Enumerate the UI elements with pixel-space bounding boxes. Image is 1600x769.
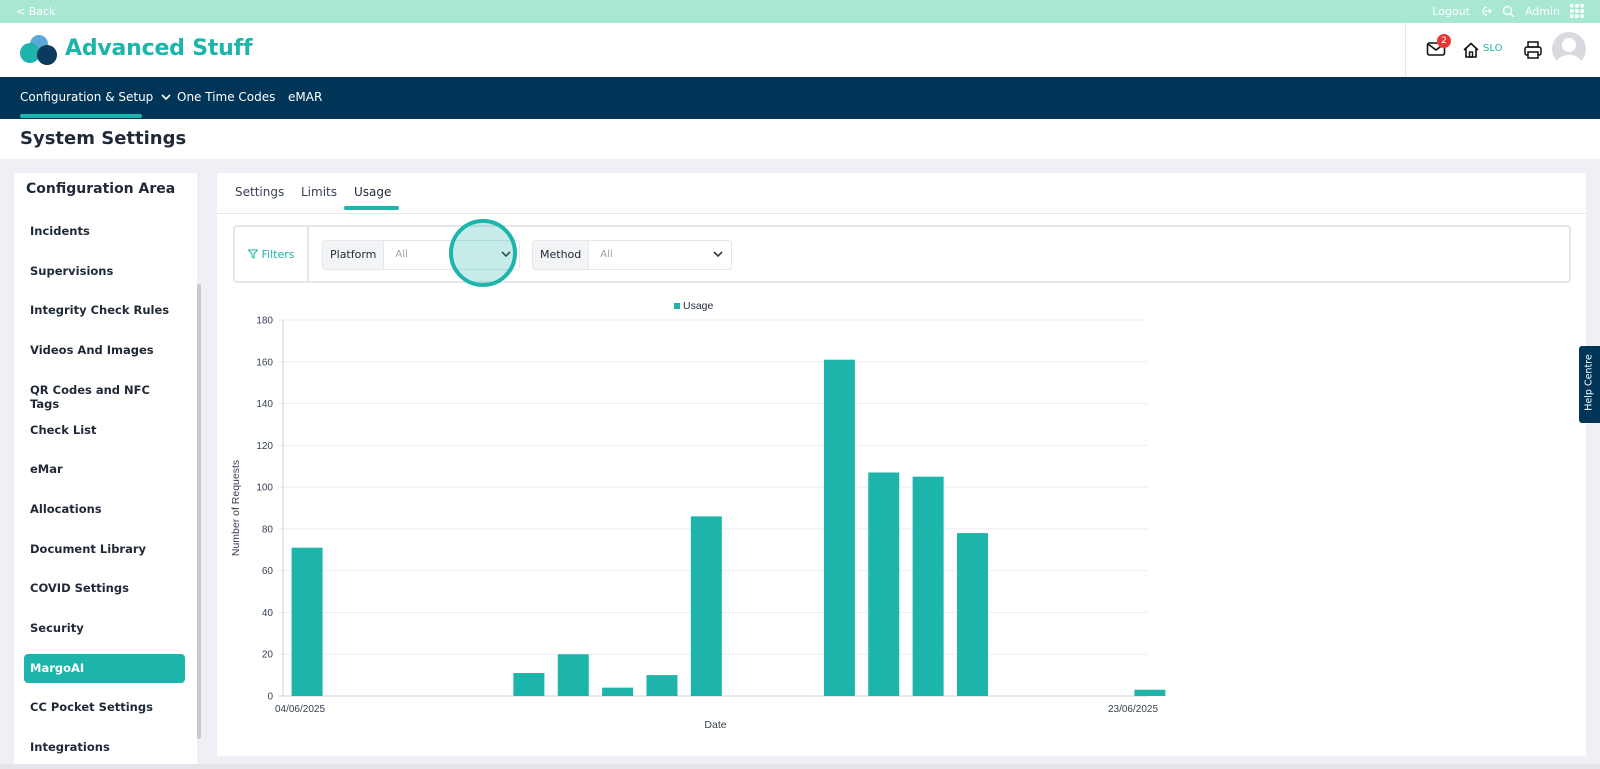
nav-emar[interactable]: eMAR [288, 90, 323, 104]
sidebar-item-document-library[interactable]: Document Library [30, 541, 147, 556]
bar [823, 359, 855, 696]
filters-bar: Filters Platform All Method All [233, 225, 1571, 283]
configuration-sidebar: Configuration Area Incidents Supervisions… [14, 173, 197, 769]
y-tick-label: 100 [256, 483, 273, 494]
y-tick-label: 60 [262, 566, 274, 577]
bar [646, 675, 678, 696]
bar [1134, 689, 1166, 696]
sidebar-item-emar[interactable]: eMar [30, 462, 63, 477]
print-icon[interactable] [1523, 40, 1543, 60]
method-filter-label: Method [533, 241, 590, 269]
sidebar-item-allocations[interactable]: Allocations [30, 501, 102, 516]
bar [912, 476, 944, 696]
nav-configuration-setup[interactable]: Configuration & Setup [20, 90, 171, 104]
page-bottom-edge [0, 764, 1600, 769]
tab-divider [217, 213, 1586, 214]
bar [868, 472, 900, 696]
x-axis-label: Date [704, 719, 726, 731]
chevron-down-icon [161, 94, 171, 101]
page-title: System Settings [20, 128, 187, 149]
chevron-down-icon [713, 251, 723, 258]
tab-active-indicator [344, 206, 399, 210]
sidebar-item-cc-pocket-settings[interactable]: CC Pocket Settings [30, 700, 153, 715]
home-icon[interactable] [1462, 41, 1480, 59]
sidebar-item-qr-codes-and-nfc-tags[interactable]: QR Codes and NFC Tags [30, 382, 150, 411]
sidebar-scrollbar[interactable] [197, 284, 201, 739]
bar [513, 673, 545, 696]
legend-swatch [674, 303, 680, 309]
mail-count-badge: 2 [1437, 34, 1451, 48]
bar [602, 687, 634, 696]
platform-filter[interactable]: Platform All [322, 240, 520, 270]
logout-link[interactable]: Logout [1432, 4, 1470, 18]
app-title: Advanced Stuff [65, 36, 253, 61]
sidebar-item-integrations[interactable]: Integrations [30, 740, 110, 755]
apps-grid-icon[interactable] [1570, 4, 1584, 18]
y-tick-label: 140 [256, 399, 273, 410]
page-header: System Settings [0, 119, 1600, 159]
x-tick-label: 23/06/2025 [1108, 704, 1158, 715]
tab-settings[interactable]: Settings [235, 185, 285, 199]
bar [291, 547, 323, 696]
usage-chart: 0 20 40 60 80 100 120 140 160 180 04/06/2025 23/06/… [230, 300, 1166, 731]
nav-one-time-codes[interactable]: One Time Codes [177, 90, 276, 104]
sidebar-title: Configuration Area [26, 181, 176, 197]
bar [690, 516, 722, 696]
method-select[interactable]: All [589, 241, 731, 269]
help-centre-label: Help Centre [1583, 354, 1595, 411]
x-tick-label: 04/06/2025 [275, 704, 325, 715]
sidebar-item-videos-and-images[interactable]: Videos And Images [30, 343, 154, 358]
bar [956, 533, 988, 696]
home-label[interactable]: SLO [1483, 43, 1503, 54]
click-highlight-indicator [449, 219, 517, 287]
search-icon[interactable] [1502, 5, 1515, 18]
main-panel: Settings Limits Usage Filters Platform A… [217, 173, 1586, 756]
y-tick-label: 120 [256, 441, 273, 452]
sidebar-item-margoai[interactable]: MargoAI [24, 653, 185, 683]
tab-limits[interactable]: Limits [301, 185, 337, 199]
y-tick-label: 160 [256, 357, 273, 368]
sidebar-item-supervisions[interactable]: Supervisions [30, 263, 114, 278]
main-nav: Configuration & Setup One Time Codes eMA… [0, 77, 1600, 119]
sidebar-item-incidents[interactable]: Incidents [30, 224, 90, 238]
header-divider [1405, 23, 1406, 77]
y-tick-label: 80 [262, 524, 274, 535]
y-tick-label: 40 [262, 608, 274, 619]
y-tick-label: 180 [256, 316, 273, 327]
nav-active-indicator [20, 114, 142, 118]
legend-label: Usage [683, 300, 714, 312]
app-header: Advanced Stuff 2 SLO [0, 23, 1600, 77]
sidebar-item-integrity-check-rules[interactable]: Integrity Check Rules [30, 303, 170, 318]
filters-button[interactable]: Filters [235, 227, 309, 281]
back-link[interactable]: < Back [16, 5, 56, 18]
help-centre-tab[interactable]: Help Centre [1579, 346, 1600, 423]
sidebar-item-covid-settings[interactable]: COVID Settings [30, 581, 129, 596]
y-tick-label: 0 [267, 692, 273, 703]
y-axis-label: Number of Requests [230, 460, 242, 556]
top-bar: < Back Logout Admin [0, 0, 1600, 23]
y-tick-label: 20 [262, 650, 274, 661]
filter-icon [247, 249, 258, 259]
method-filter[interactable]: Method All [532, 240, 732, 270]
app-logo [20, 35, 57, 65]
avatar[interactable] [1552, 32, 1586, 66]
bar [557, 654, 589, 696]
user-label[interactable]: Admin [1524, 4, 1560, 18]
tab-usage[interactable]: Usage [354, 185, 392, 199]
logout-icon[interactable] [1480, 5, 1492, 17]
sidebar-item-check-list[interactable]: Check List [30, 422, 97, 437]
sidebar-item-security[interactable]: Security [30, 621, 84, 635]
platform-filter-label: Platform [323, 241, 385, 269]
